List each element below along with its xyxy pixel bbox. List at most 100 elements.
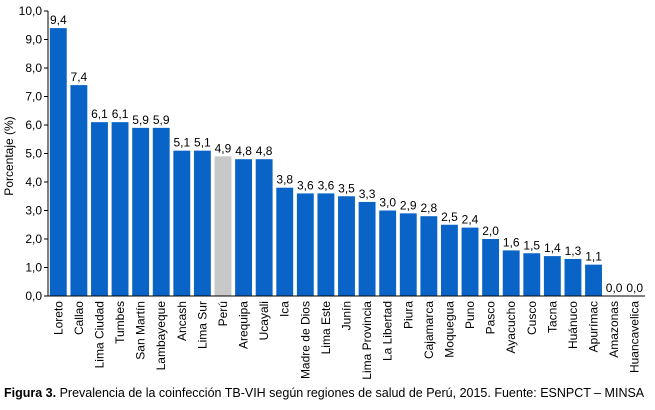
y-tick-label: 0,0 (25, 289, 42, 303)
bar-value-label: 3,6 (297, 178, 314, 192)
bar-value-label: 6,1 (91, 107, 108, 121)
x-tick-label: Lambayeque (154, 301, 168, 371)
x-tick-label: Loreto (51, 301, 65, 335)
bar-value-label: 3,8 (276, 173, 293, 187)
bar (502, 250, 520, 296)
bar-value-label: 3,5 (338, 181, 355, 195)
bar-value-label: 1,3 (565, 244, 582, 258)
x-tick-label: Madre de Dios (298, 301, 312, 379)
y-tick-label: 6,0 (25, 118, 42, 132)
x-tick-label: Perú (216, 301, 230, 326)
x-tick-label: La Libertad (381, 301, 395, 361)
bar-value-label: 6,1 (112, 107, 129, 121)
bar-value-label: 1,6 (503, 235, 520, 249)
bar (564, 258, 582, 296)
bar (276, 187, 294, 296)
bar-value-label: 2,0 (482, 224, 499, 238)
figure-caption: Figura 3. Prevalencia de la coinfección … (4, 386, 644, 400)
x-tick-label: Ayacucho (504, 301, 518, 354)
bar (173, 150, 191, 296)
bar-value-label: 5,9 (153, 113, 170, 127)
x-tick-label: Cajamarca (422, 301, 436, 359)
bar-value-label: 2,9 (400, 198, 417, 212)
x-axis-labels: Loreto Callao Lima Ciudad Tumbes San Martín L… (51, 301, 641, 380)
bar-value-label: 3,0 (379, 196, 396, 210)
x-tick-label: Lima Ciudad (92, 301, 106, 368)
bar (152, 127, 170, 296)
bar-value-label: 2,4 (462, 213, 479, 227)
bar (111, 122, 129, 297)
y-tick-label: 3,0 (25, 204, 42, 218)
bar-value-label: 5,9 (132, 113, 149, 127)
bar-chart: 0,0 1,0 2,0 3,0 4,0 5,0 6,0 7,0 8,0 9,0 10,0 9,4 7,… (2, 4, 645, 380)
bar-value-label: 3,6 (318, 178, 335, 192)
x-tick-label: San Martín (134, 301, 148, 360)
bar (358, 201, 376, 296)
bar (235, 159, 253, 296)
bar-value-label: 1,5 (523, 238, 540, 252)
y-tick-label: 1,0 (25, 261, 42, 275)
bar (296, 193, 314, 296)
bar-value-label: 2,8 (421, 201, 438, 215)
bar (214, 156, 232, 296)
y-tick-label: 9,0 (25, 33, 42, 47)
bar (420, 216, 438, 296)
bar (379, 210, 397, 296)
x-tick-label: Lima Provincia (360, 301, 374, 380)
bar-value-label: 1,1 (585, 250, 602, 264)
x-tick-label: Huancavelica (628, 301, 642, 373)
bar-value-label: 4,8 (235, 144, 252, 158)
x-tick-label: Pasco (484, 301, 498, 335)
bars (49, 28, 602, 297)
bar-value-label: 4,8 (256, 144, 273, 158)
value-labels: 9,47,46,1 6,1 5,9 5,95,1 5,1 4,9 4,8 4,83,8 3,6 3… (50, 13, 643, 295)
x-tick-label: Ucayali (257, 301, 271, 340)
y-tick-label: 10,0 (19, 4, 43, 18)
bar (49, 28, 67, 296)
y-tick-label: 7,0 (25, 90, 42, 104)
x-tick-label: Huánuco (566, 301, 580, 349)
bar-value-label: 7,4 (71, 70, 88, 84)
bar (70, 85, 88, 296)
bar (338, 196, 355, 296)
x-tick-label: Ancash (175, 301, 189, 341)
x-tick-label: Apurímac (587, 301, 601, 352)
caption-prefix: Figura 3. (4, 386, 57, 400)
x-tick-label: Amazonas (607, 301, 621, 358)
caption-text: Prevalencia de la coinfección TB-VIH seg… (56, 386, 645, 400)
bar (91, 122, 108, 297)
x-tick-label: Puno (463, 301, 477, 329)
y-tick-label: 8,0 (25, 61, 42, 75)
y-axis-title: Porcentaje (%) (2, 116, 16, 195)
x-tick-label: Piura (401, 301, 415, 329)
bar (461, 227, 479, 296)
y-axis-ticks: 0,0 1,0 2,0 3,0 4,0 5,0 6,0 7,0 8,0 9,0 10,0 (19, 4, 48, 303)
x-tick-label: Callao (72, 301, 86, 335)
x-tick-label: Lima Este (319, 301, 333, 355)
bar (399, 213, 417, 296)
bar (317, 193, 335, 296)
bar (585, 264, 602, 296)
bar-value-label: 1,4 (544, 241, 561, 255)
bar-value-label: 0,0 (606, 281, 623, 295)
x-tick-label: Cusco (525, 301, 539, 335)
x-tick-label: Moquegua (442, 301, 456, 358)
bar (482, 239, 500, 296)
bar-value-label: 0,0 (626, 281, 643, 295)
x-tick-label: Junín (340, 301, 354, 330)
bar-value-label: 5,1 (194, 136, 211, 150)
x-tick-label: Lima Sur (195, 301, 209, 349)
bar-value-label: 2,5 (441, 210, 458, 224)
y-tick-label: 5,0 (25, 147, 42, 161)
bar-value-label: 3,3 (359, 187, 376, 201)
bar (440, 224, 458, 296)
bar-value-label: 9,4 (50, 13, 67, 27)
bar (523, 253, 541, 296)
bar-value-label: 4,9 (215, 141, 232, 155)
bar-value-label: 5,1 (173, 136, 190, 150)
x-tick-label: Tumbes (113, 301, 127, 344)
y-tick-label: 2,0 (25, 232, 42, 246)
x-tick-label: Tacna (545, 301, 559, 333)
x-tick-label: Arequipa (237, 301, 251, 349)
y-tick-label: 4,0 (25, 175, 42, 189)
